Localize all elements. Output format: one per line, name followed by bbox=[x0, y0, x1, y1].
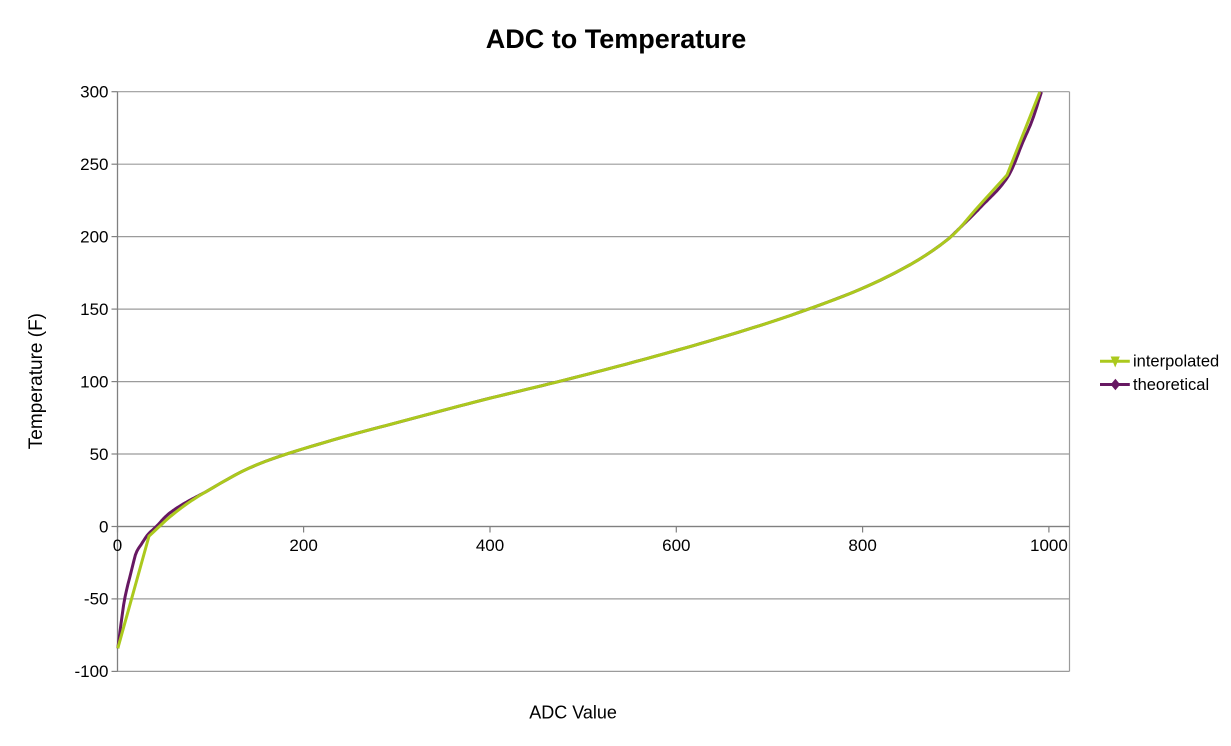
svg-text:Temperature (F): Temperature (F) bbox=[26, 313, 47, 449]
svg-text:800: 800 bbox=[848, 536, 876, 555]
svg-text:-100: -100 bbox=[74, 662, 108, 681]
svg-text:100: 100 bbox=[80, 372, 108, 391]
svg-text:200: 200 bbox=[289, 536, 317, 555]
svg-text:ADC Value: ADC Value bbox=[529, 703, 617, 723]
svg-text:ADC to Temperature: ADC to Temperature bbox=[486, 24, 747, 54]
svg-text:interpolated: interpolated bbox=[1133, 353, 1219, 371]
svg-text:theoretical: theoretical bbox=[1133, 376, 1209, 394]
svg-text:0: 0 bbox=[113, 536, 122, 555]
svg-text:300: 300 bbox=[80, 83, 108, 102]
svg-text:400: 400 bbox=[476, 536, 504, 555]
svg-text:50: 50 bbox=[90, 445, 109, 464]
svg-text:600: 600 bbox=[662, 536, 690, 555]
svg-text:0: 0 bbox=[99, 517, 108, 536]
svg-text:150: 150 bbox=[80, 300, 108, 319]
svg-text:250: 250 bbox=[80, 155, 108, 174]
svg-text:1000: 1000 bbox=[1030, 536, 1068, 555]
svg-text:-50: -50 bbox=[84, 590, 109, 609]
svg-text:200: 200 bbox=[80, 227, 108, 246]
